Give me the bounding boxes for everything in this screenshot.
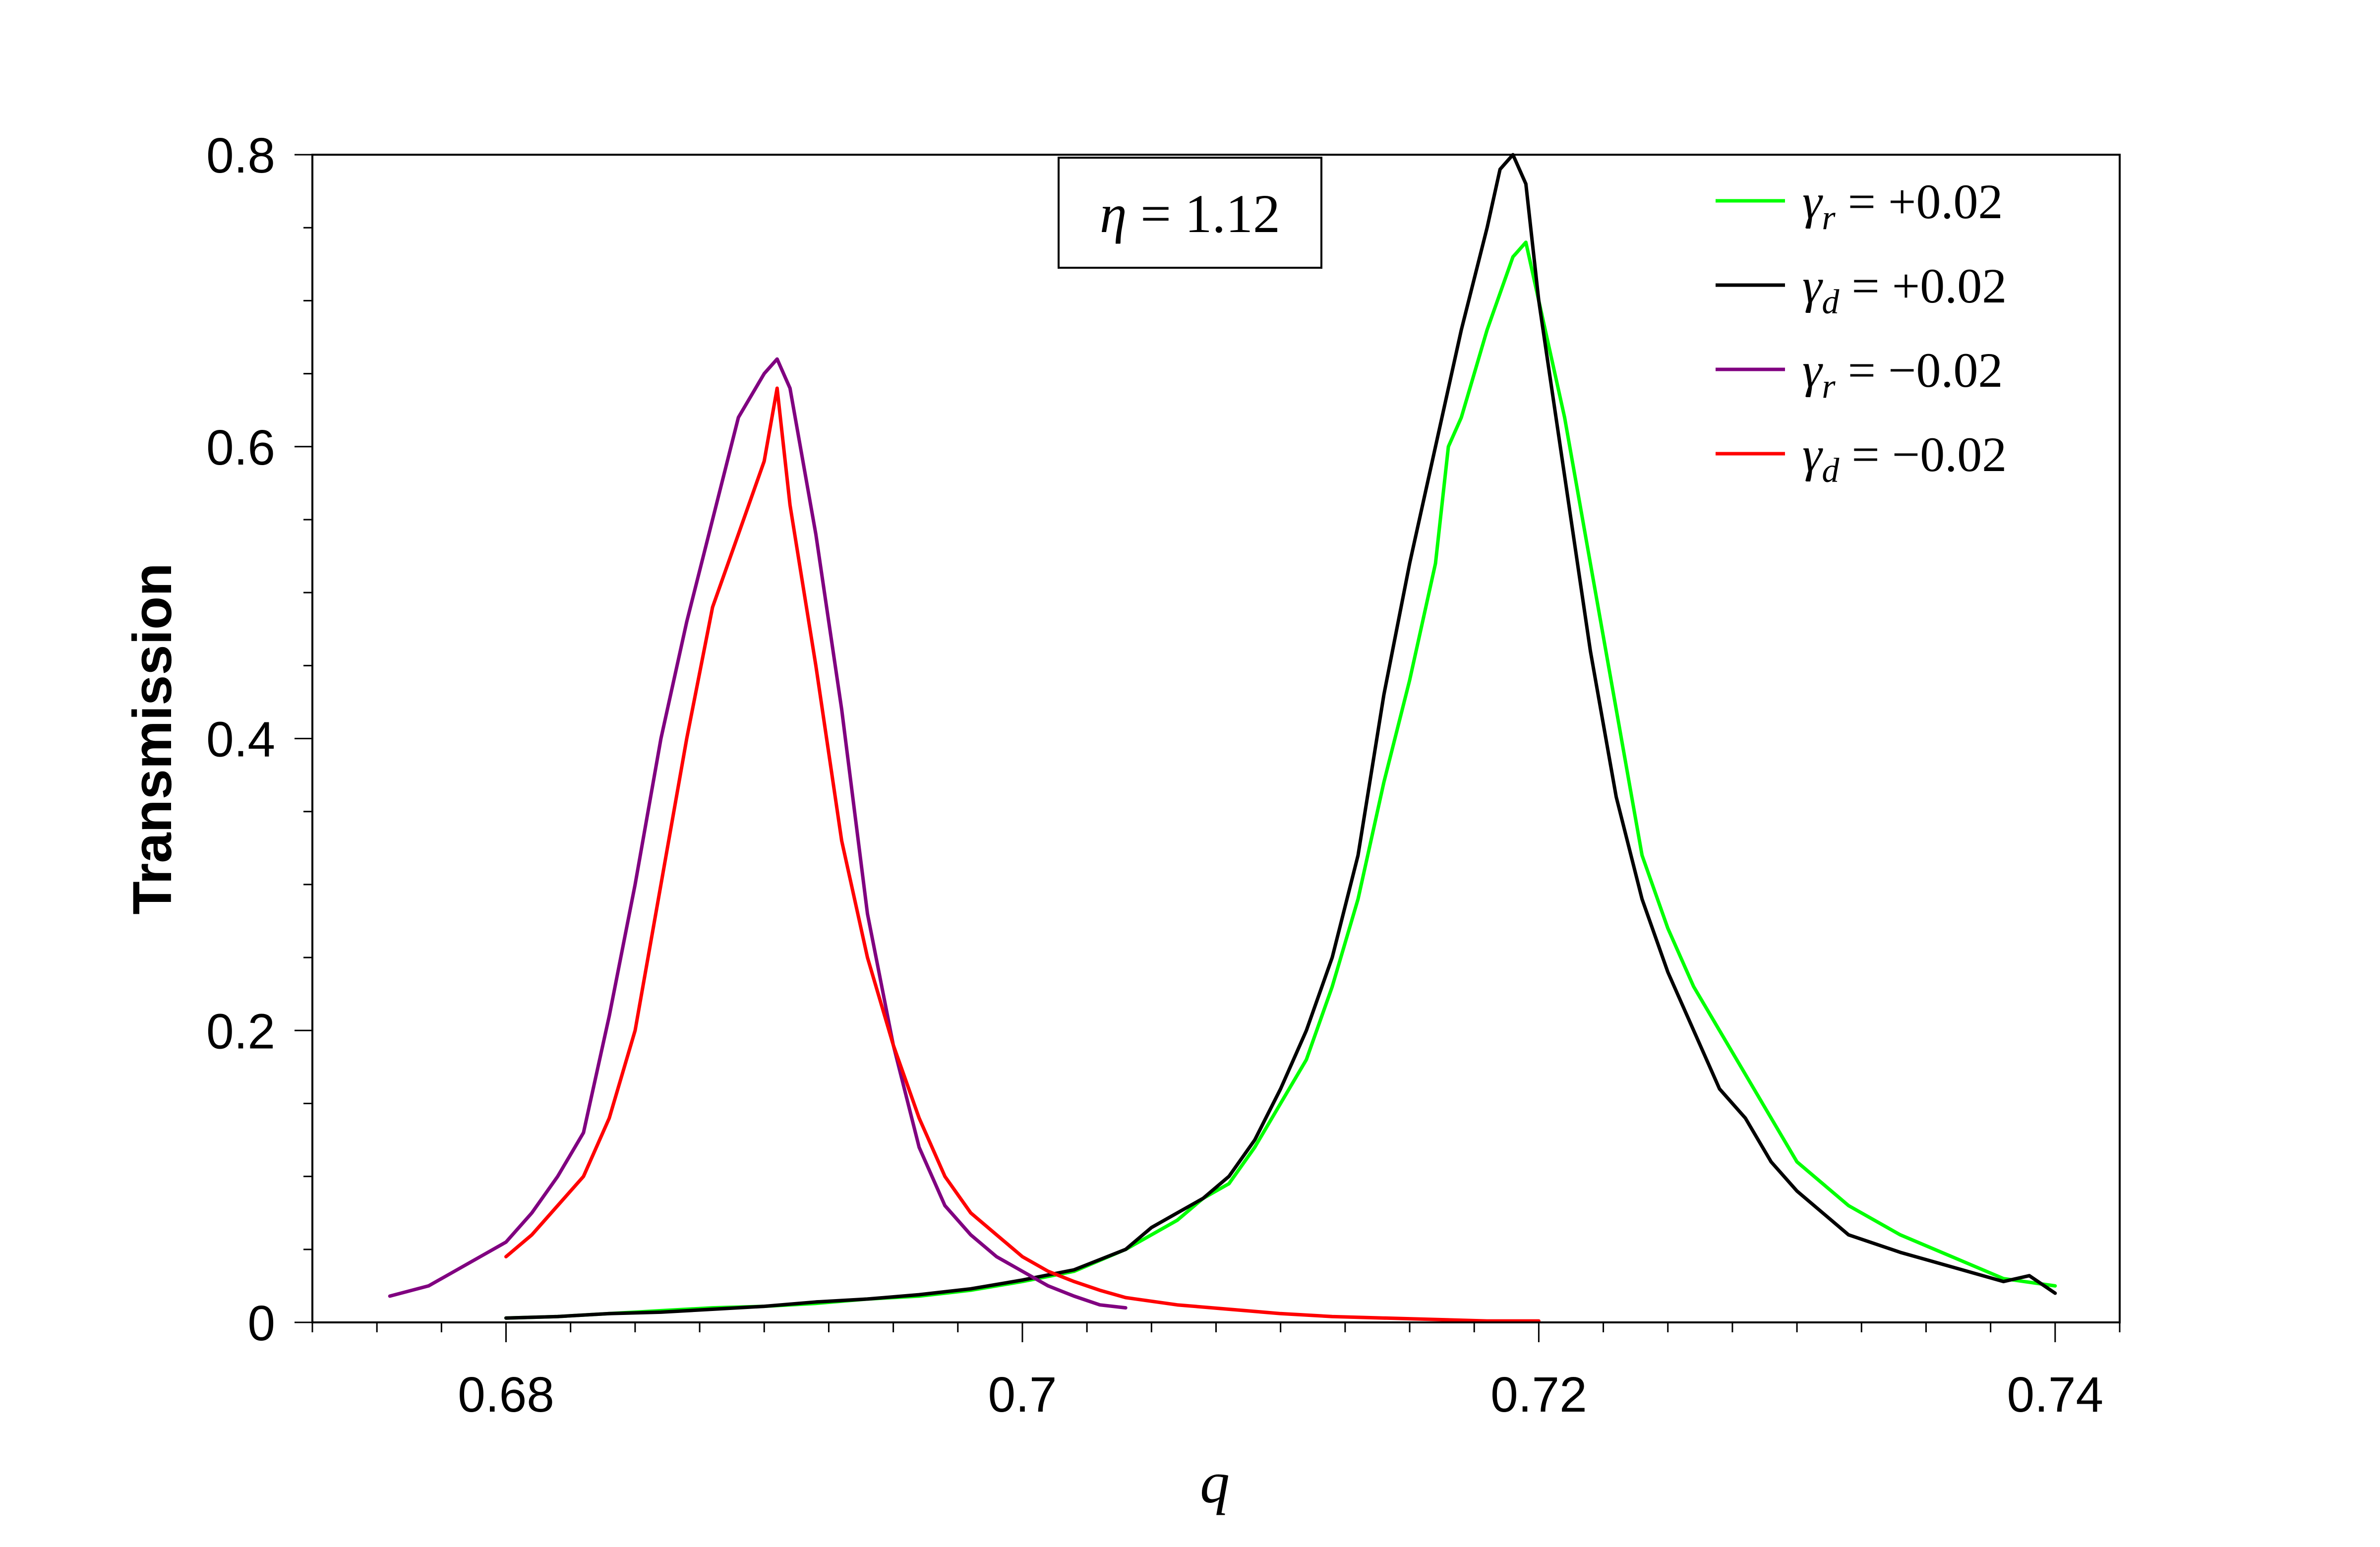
y-tick-label: 0.8 [206,128,275,183]
x-axis: 0.68 0.7 0.72 0.74 [311,1322,2121,1423]
x-tick-label: 0.72 [1490,1367,1587,1423]
x-axis-label: q [1200,1449,1230,1515]
y-tick-label: 0.4 [206,712,275,768]
legend-label-3: γr = −0.02 [1802,343,2003,406]
y-tick-label: 0 [247,1296,275,1351]
series-line-4 [504,386,1541,1323]
x-tick-label: 0.74 [2007,1367,2104,1423]
annotation-symbol: η [1100,183,1127,244]
y-axis-label: Transmission [122,563,183,914]
legend-label-1: γr = +0.02 [1802,174,2003,237]
series-line-3 [388,357,1128,1310]
annotation-text: η = 1.12 [1100,183,1280,244]
x-tick-label: 0.7 [988,1367,1057,1423]
y-tick-label: 0.2 [206,1004,275,1059]
y-tick-label: 0.6 [206,420,275,476]
series-line-2 [504,153,2057,1320]
y-axis: 0 0.2 0.4 0.6 0.8 [206,128,312,1351]
annotation-value: = 1.12 [1127,183,1281,244]
annotation-frame [1058,157,1322,269]
x-tick-label: 0.68 [458,1367,554,1423]
annotation-box: η = 1.12 [1058,157,1322,269]
series-layer [388,153,2057,1323]
legend-label-2: γd = +0.02 [1802,258,2007,321]
legend: γr = +0.02 γd = +0.02 γr = −0.02 γd = −0.02 [1716,174,2007,490]
legend-label-4: γd = −0.02 [1802,427,2007,490]
